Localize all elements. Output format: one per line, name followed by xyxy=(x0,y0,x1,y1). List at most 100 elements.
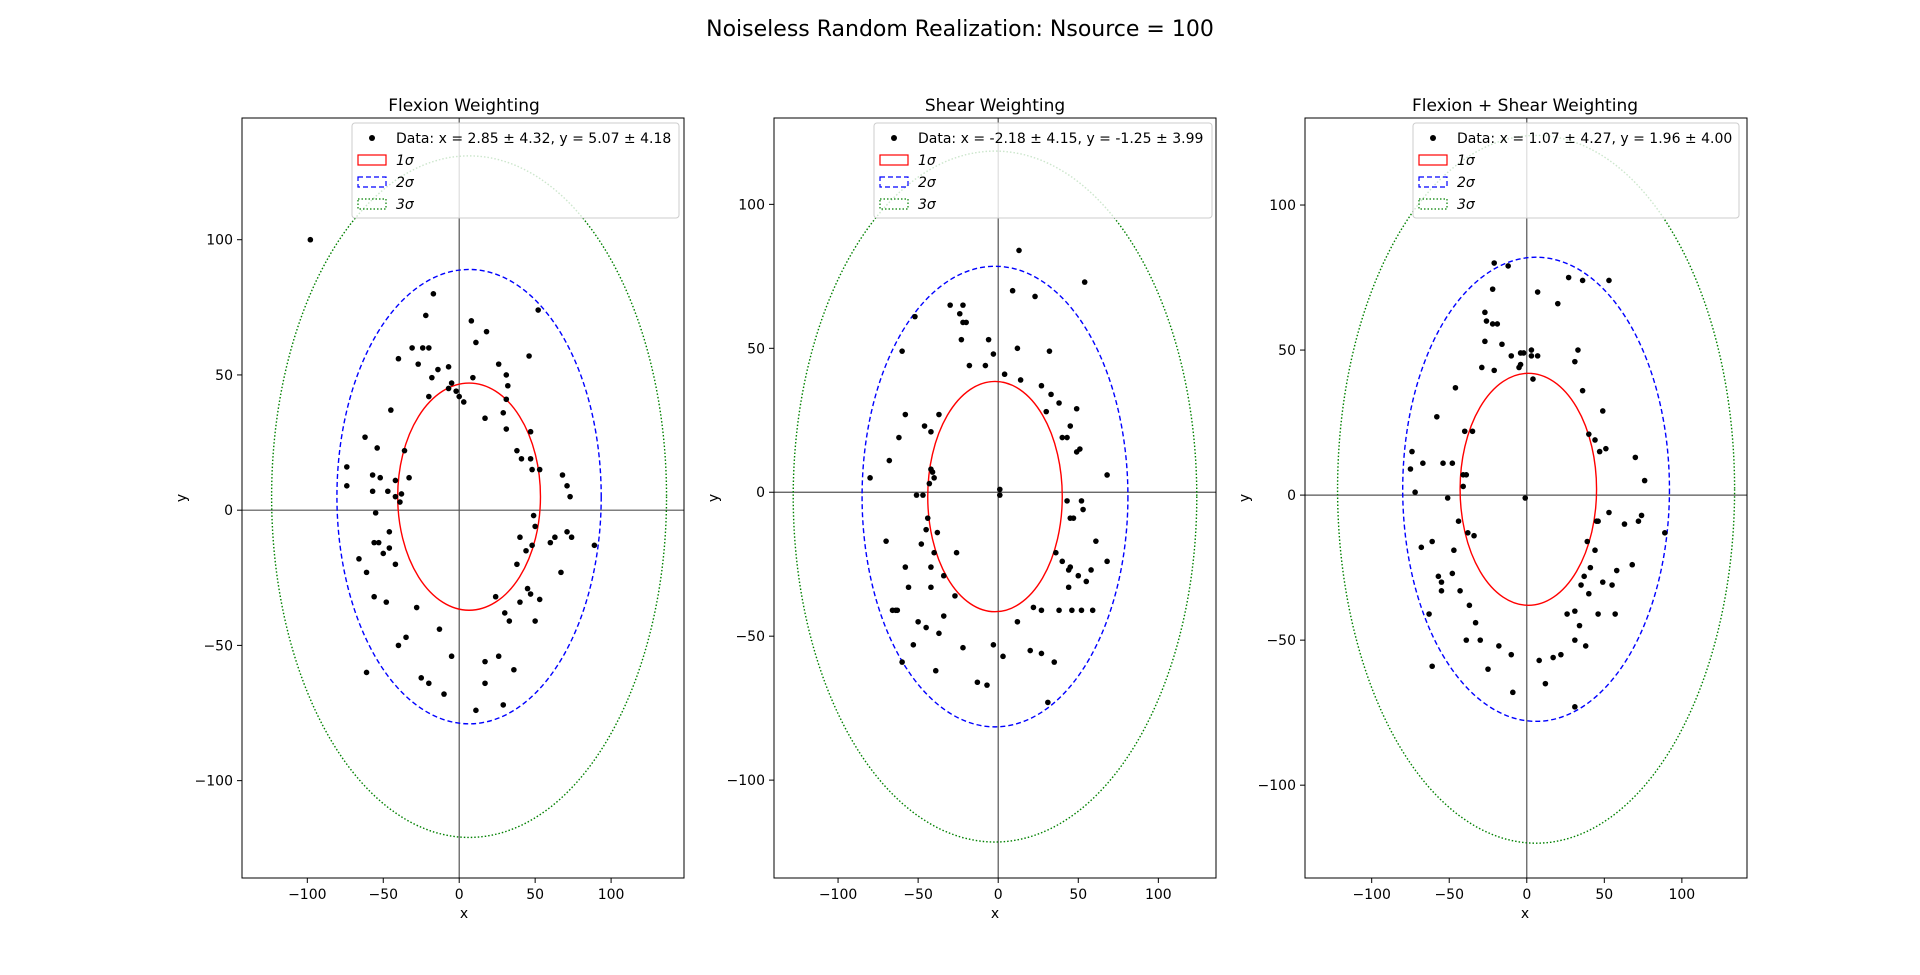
figure-title: Noiseless Random Realization: Nsource = … xyxy=(706,17,1214,42)
legend-2sigma-swatch xyxy=(357,176,387,188)
data-point xyxy=(564,529,570,535)
x-tick-label: 0 xyxy=(1522,887,1531,903)
data-point xyxy=(1043,408,1050,415)
data-point xyxy=(448,653,455,660)
x-tick-label: −50 xyxy=(903,887,933,903)
legend-frame xyxy=(351,122,680,219)
data-point xyxy=(1489,321,1496,327)
data-point xyxy=(406,474,412,481)
y-tick-label: −50 xyxy=(735,629,765,645)
data-point xyxy=(1046,348,1053,354)
data-point xyxy=(356,556,362,562)
data-point xyxy=(529,466,535,473)
plot-area xyxy=(1305,118,1747,878)
panel-title: Flexion + Shear Weighting xyxy=(1412,96,1638,116)
data-point xyxy=(445,364,452,370)
data-point xyxy=(1449,570,1456,577)
x-tick-label: −100 xyxy=(1352,887,1390,903)
legend-data-label: Data: x = 1.07 ± 4.27, y = 1.96 ± 4.00 xyxy=(1457,131,1732,147)
data-point xyxy=(1575,347,1581,353)
legend-2sigma-swatch xyxy=(879,176,909,188)
data-point xyxy=(419,345,426,351)
data-point xyxy=(982,362,989,369)
legend-1sigma-label: 1σ xyxy=(396,153,415,169)
data-point xyxy=(517,599,523,605)
data-point xyxy=(920,492,926,498)
data-point xyxy=(395,642,402,649)
legend-2sigma-label: 2σ xyxy=(396,175,415,191)
data-point xyxy=(1426,611,1432,617)
data-point xyxy=(928,584,934,591)
data-point xyxy=(435,366,441,373)
data-point xyxy=(1491,367,1498,374)
data-point xyxy=(990,642,997,648)
data-point xyxy=(363,569,370,576)
data-point xyxy=(518,455,525,462)
legend-3sigma-swatch xyxy=(1418,198,1448,210)
data-point xyxy=(527,428,534,435)
sigma-2-ellipse xyxy=(1402,256,1671,723)
data-point xyxy=(1065,584,1072,591)
data-point xyxy=(1510,689,1516,696)
x-tick-label: 50 xyxy=(1595,887,1613,903)
data-point xyxy=(1558,651,1564,658)
data-point xyxy=(929,469,936,475)
data-point xyxy=(915,618,921,625)
x-axis-label: x xyxy=(991,906,999,922)
legend-1sigma-label: 1σ xyxy=(1457,153,1476,169)
data-point xyxy=(1418,544,1425,551)
data-point xyxy=(1612,611,1618,617)
data-point xyxy=(892,607,899,614)
data-point xyxy=(564,483,570,489)
data-point xyxy=(1584,538,1591,545)
data-point xyxy=(1550,654,1556,661)
legend-2sigma-label: 2σ xyxy=(918,175,937,191)
data-point xyxy=(1629,561,1636,568)
data-point xyxy=(1469,428,1476,435)
data-point xyxy=(1586,431,1592,437)
data-point xyxy=(958,336,965,343)
sigma-2-ellipse xyxy=(336,268,602,725)
data-point xyxy=(936,411,942,418)
sigma-1-ellipse xyxy=(396,382,542,611)
data-point xyxy=(960,644,966,651)
x-tick-label: 100 xyxy=(598,887,625,903)
legend-data-marker xyxy=(1430,135,1436,141)
data-point xyxy=(1596,448,1603,455)
data-point xyxy=(1530,376,1536,382)
data-point xyxy=(392,561,399,568)
data-point xyxy=(899,659,905,665)
data-point xyxy=(1536,657,1542,664)
data-point xyxy=(1412,489,1418,495)
data-point xyxy=(418,675,425,681)
data-point xyxy=(1460,471,1466,478)
data-point xyxy=(495,361,502,367)
x-tick-label: 50 xyxy=(1069,887,1087,903)
data-point xyxy=(984,682,990,688)
data-point xyxy=(1579,387,1586,394)
data-point xyxy=(1080,506,1086,513)
data-point xyxy=(936,630,942,637)
axes-frame xyxy=(1304,117,1748,879)
axes-frame xyxy=(773,117,1217,879)
data-point xyxy=(932,667,939,674)
data-point xyxy=(1438,579,1445,585)
data-point xyxy=(473,339,479,346)
data-point xyxy=(426,393,432,400)
data-point xyxy=(928,564,934,570)
data-point xyxy=(1030,604,1037,611)
y-tick-label: 50 xyxy=(747,341,765,357)
data-point xyxy=(524,585,531,592)
data-point xyxy=(482,680,488,687)
data-point xyxy=(535,307,541,313)
legend-data-marker xyxy=(369,135,375,141)
data-point xyxy=(940,613,947,619)
legend-1sigma-swatch xyxy=(879,154,909,166)
data-point xyxy=(905,584,912,591)
data-point xyxy=(374,445,380,451)
data-point xyxy=(371,593,377,600)
data-point xyxy=(448,380,455,386)
data-point xyxy=(1032,293,1038,300)
data-point xyxy=(1641,477,1648,484)
data-point xyxy=(1565,274,1572,281)
